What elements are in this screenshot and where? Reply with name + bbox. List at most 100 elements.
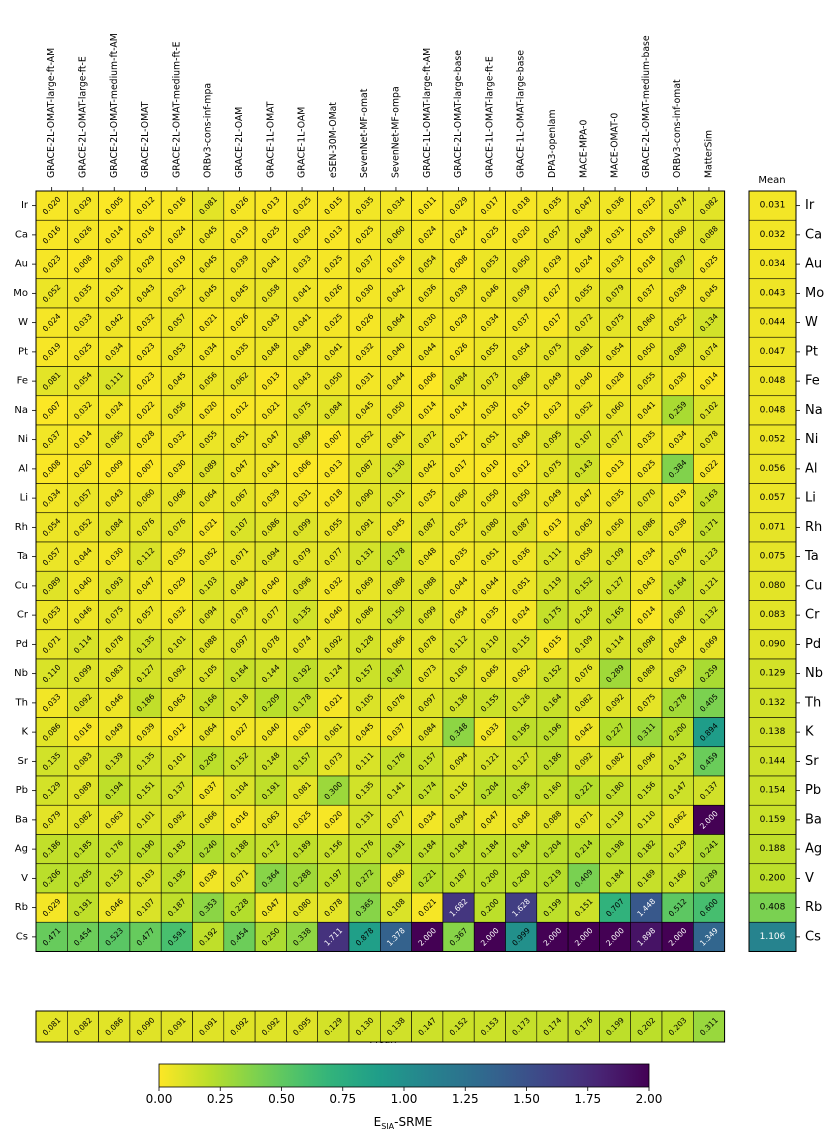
heatmap-cell xyxy=(630,717,663,748)
row-mean-cell xyxy=(748,921,797,952)
heatmap-cell xyxy=(160,863,193,894)
heatmap-cell xyxy=(692,687,725,718)
colorbar-tick-label: 0.50 xyxy=(268,1092,295,1106)
heatmap-cell xyxy=(254,629,287,660)
heatmap-cell xyxy=(473,453,506,484)
row-mean-element-label: Rb xyxy=(805,900,822,915)
element-label: Na xyxy=(14,405,28,416)
heatmap-cell xyxy=(223,863,256,894)
row-mean-value: 0.129 xyxy=(760,669,786,679)
heatmap-cell xyxy=(442,219,475,250)
row-mean-element-label: Au xyxy=(805,257,822,272)
model-label: GRACE-1L-OMAT-large-ft-AM xyxy=(422,48,433,178)
row-mean-element-label: Cr xyxy=(805,608,820,623)
heatmap-cell xyxy=(317,512,350,543)
heatmap-cell xyxy=(442,278,475,309)
heatmap-cell xyxy=(630,863,663,894)
colorbar-tick-label: 2.00 xyxy=(636,1092,663,1106)
heatmap-cell xyxy=(379,483,412,514)
row-mean-value: 0.083 xyxy=(760,610,786,620)
heatmap-cell xyxy=(473,512,506,543)
element-label: Pd xyxy=(16,639,28,650)
heatmap-cell xyxy=(67,307,99,338)
heatmap-cell xyxy=(317,834,350,865)
heatmap-cell xyxy=(599,687,632,718)
element-label: Rh xyxy=(15,522,28,533)
heatmap-cell xyxy=(317,629,350,660)
heatmap-cell xyxy=(567,717,600,748)
heatmap-cell xyxy=(160,570,193,601)
heatmap-cell xyxy=(442,600,475,631)
model-label: GRACE-2L-OMAT-large-ft-AM xyxy=(46,48,57,178)
heatmap-cell xyxy=(67,658,99,689)
heatmap-cell xyxy=(411,512,444,543)
column-mean-cell xyxy=(129,1010,162,1043)
heatmap-cell xyxy=(505,570,538,601)
heatmap-cell xyxy=(348,541,381,572)
heatmap-cell xyxy=(630,746,663,777)
heatmap-cell xyxy=(98,307,131,338)
heatmap-cell xyxy=(442,834,475,865)
heatmap-cell xyxy=(160,775,193,806)
heatmap-cell xyxy=(536,775,569,806)
row-mean-element-label: Pb xyxy=(805,783,821,798)
row-mean-value: 0.032 xyxy=(760,230,786,240)
heatmap-cell xyxy=(661,834,694,865)
heatmap-grid: GRACE-2L-OMAT-large-ft-AM GRACE-2L-OMAT-l… xyxy=(13,33,726,952)
heatmap-cell xyxy=(98,717,131,748)
row-mean-element-label: W xyxy=(805,315,818,330)
row-mean-cell xyxy=(748,307,797,338)
heatmap-cell xyxy=(536,483,569,514)
heatmap-cell xyxy=(67,863,99,894)
heatmap-cell xyxy=(411,892,444,923)
heatmap-cell xyxy=(536,863,569,894)
heatmap-cell xyxy=(473,600,506,631)
heatmap-cell xyxy=(473,336,506,367)
heatmap-cell xyxy=(286,892,318,923)
row-mean-column: Mean 0.031 Ir 0.032 Ca 0.034 Au 0.043 Mo 0.044 W 0… xyxy=(748,175,824,952)
heatmap-cell xyxy=(411,395,444,426)
heatmap-cell xyxy=(67,687,99,718)
heatmap-cell xyxy=(348,219,381,250)
heatmap-cell xyxy=(567,512,600,543)
heatmap-cell xyxy=(317,395,350,426)
model-label: GRACE-2L-OMAT-medium-ft-E xyxy=(171,41,182,178)
heatmap-cell xyxy=(67,249,99,280)
heatmap-cell xyxy=(286,219,318,250)
heatmap-cell xyxy=(35,658,68,689)
heatmap-cell xyxy=(567,775,600,806)
heatmap-cell xyxy=(160,278,193,309)
heatmap-cell xyxy=(223,775,256,806)
heatmap-cell xyxy=(536,453,569,484)
heatmap-cell xyxy=(536,395,569,426)
heatmap-cell xyxy=(254,336,287,367)
heatmap-cell xyxy=(286,834,318,865)
heatmap-cell xyxy=(630,921,663,952)
element-label: Nb xyxy=(14,668,28,679)
heatmap-cell xyxy=(442,249,475,280)
heatmap-cell xyxy=(692,570,725,601)
heatmap-cell xyxy=(411,834,444,865)
heatmap-cell xyxy=(98,366,131,397)
element-label: Ir xyxy=(21,200,29,211)
heatmap-cell xyxy=(630,512,663,543)
heatmap-cell xyxy=(160,307,193,338)
heatmap-cell xyxy=(567,600,600,631)
heatmap-cell xyxy=(536,570,569,601)
heatmap-cell xyxy=(286,804,318,835)
heatmap-cell xyxy=(661,658,694,689)
heatmap-cell xyxy=(505,863,538,894)
heatmap-cell xyxy=(348,190,381,221)
heatmap-cell xyxy=(129,541,162,572)
row-mean-element-label: Li xyxy=(805,491,816,506)
heatmap-cell xyxy=(473,921,506,952)
row-mean-element-label: K xyxy=(805,725,814,740)
heatmap-cell xyxy=(160,453,193,484)
heatmap-cell xyxy=(599,219,632,250)
heatmap-cell xyxy=(379,453,412,484)
heatmap-cell xyxy=(254,600,287,631)
heatmap-cell xyxy=(599,366,632,397)
heatmap-cell xyxy=(98,804,131,835)
heatmap-cell xyxy=(505,307,538,338)
heatmap-cell xyxy=(505,219,538,250)
